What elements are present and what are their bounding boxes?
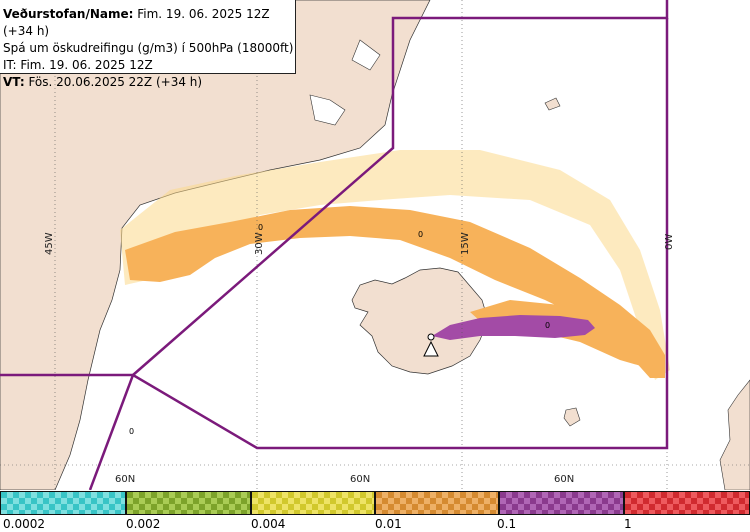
lon-label-0w: 0W: [664, 234, 675, 250]
legend-label: 1: [624, 517, 632, 531]
color-scale-legend: 0.0002 0.002 0.004 0.01 0.1 1: [0, 490, 750, 532]
ash-light-band: [120, 150, 670, 380]
info-line-2: Spá um öskudreifingu (g/m3) í 500hPa (18…: [3, 41, 294, 55]
legend-swatch: [375, 491, 499, 515]
legend-swatch: [624, 491, 750, 515]
ash-dispersion-map[interactable]: 45W 30W 15W 0W 60N 60N 60N 0 0 0 0: [0, 0, 750, 491]
legend-label: 0.1: [497, 517, 517, 531]
legend-swatch: [126, 491, 251, 515]
forecast-info-box: Veðurstofan/Name: Fim. 19. 06. 2025 12Z …: [0, 0, 296, 89]
info-line-1: Veðurstofan/Name: Fim. 19. 06. 2025 12Z …: [3, 6, 295, 40]
info-org-label: Veðurstofan/Name:: [3, 7, 134, 21]
volcano-icon: [423, 340, 439, 357]
info-line-3: IT: Fim. 19. 06. 2025 12Z: [3, 58, 153, 72]
legend-swatch: [251, 491, 375, 515]
lon-label-30w: 30W: [254, 232, 265, 255]
contour-label: 0: [258, 223, 263, 232]
legend-swatch: [499, 491, 624, 515]
lat-label-b: 60N: [350, 474, 370, 485]
info-vt: Fös. 20.06.2025 22Z (+34 h): [24, 75, 203, 89]
lat-label-a: 60N: [115, 474, 135, 485]
info-line-4: VT: Fös. 20.06.2025 22Z (+34 h): [3, 74, 295, 91]
contour-label: 0: [545, 321, 550, 330]
legend-label: 0.0002: [3, 517, 45, 531]
legend-label: 0.01: [375, 517, 402, 531]
contour-label: 0: [129, 427, 134, 436]
legend-label: 0.004: [251, 517, 286, 531]
info-vt-label: VT:: [3, 75, 25, 89]
info-run: Fim. 19. 06. 2025 12Z (+34 h): [3, 7, 270, 38]
legend-label: 0.002: [126, 517, 161, 531]
legend-swatch: [0, 491, 126, 515]
lat-label-c: 60N: [554, 474, 574, 485]
lon-label-45w: 45W: [44, 232, 55, 255]
ash-band: [125, 206, 665, 378]
ash-plume-high: [432, 315, 595, 340]
lon-label-15w: 15W: [460, 232, 471, 255]
greenland-land: [0, 0, 431, 491]
iceland-land: [351, 267, 489, 375]
contour-label: 0: [418, 230, 423, 239]
